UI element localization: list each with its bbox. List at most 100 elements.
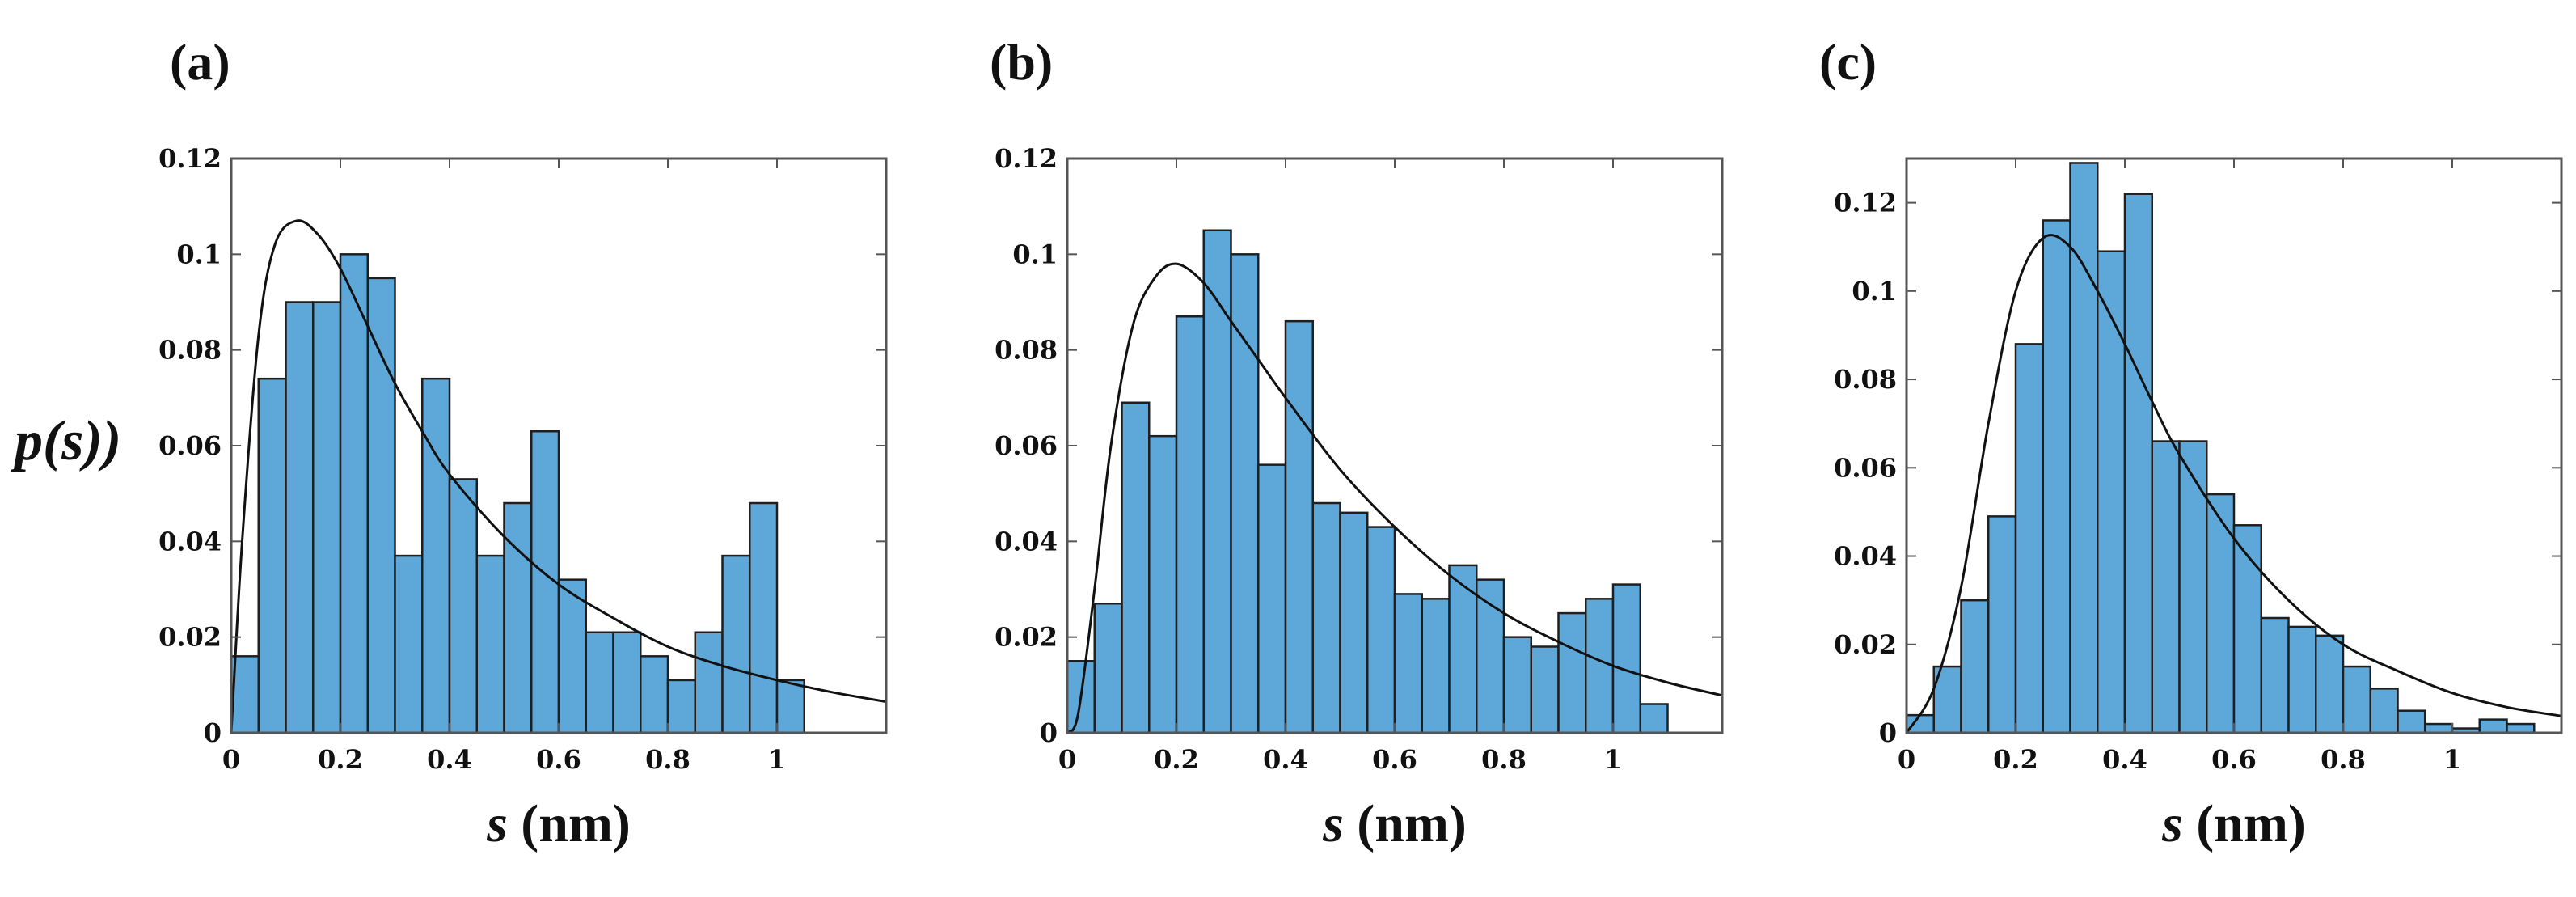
y-tick-label-a-0: 0: [204, 717, 222, 748]
bar-b-10: [1339, 511, 1369, 734]
panel-label-b: (b): [990, 33, 1053, 91]
bar-a-14: [612, 631, 642, 734]
bar-b-15: [1476, 578, 1505, 734]
bar-b-18: [1557, 611, 1587, 734]
y-tick-label-b-6: 0.12: [995, 143, 1058, 174]
panel-label-a: (a): [170, 33, 230, 91]
bar-b-11: [1366, 526, 1396, 734]
bar-b-13: [1421, 598, 1451, 734]
bar-b-21: [1639, 703, 1669, 734]
bar-b-1: [1093, 603, 1123, 734]
x-tick-label-a-4: 0.8: [645, 744, 690, 775]
bar-c-6: [2069, 162, 2099, 734]
x-axis-title-b: s (nm): [1322, 794, 1467, 853]
bar-a-15: [640, 655, 669, 734]
bar-c-19: [2424, 722, 2454, 734]
bar-b-19: [1585, 598, 1615, 734]
chart-panel-a: 0 0.2 0.4 0.6 0.8 1 0 0.02 0.04 0.06 0.08 0.1 0.12 (a…: [158, 33, 888, 853]
x-tick-label-b-4: 0.8: [1481, 744, 1527, 775]
fit-curve-a: [230, 219, 887, 734]
y-tick-label-b-2: 0.04: [995, 526, 1058, 556]
bar-b-4: [1175, 315, 1205, 734]
bar-c-1: [1932, 665, 1962, 734]
x-tick-label-a-5: 1: [768, 744, 786, 775]
bar-c-12: [2232, 524, 2262, 734]
bar-c-4: [2014, 343, 2044, 734]
y-tick-label-a-3: 0.06: [158, 430, 222, 461]
bar-b-9: [1311, 501, 1341, 734]
bar-b-5: [1202, 229, 1232, 734]
x-axis-title-var-c: s: [2161, 794, 2183, 853]
y-tick-label-a-5: 0.1: [176, 239, 222, 269]
x-tick-label-a-1: 0.2: [318, 744, 363, 775]
bar-b-8: [1284, 319, 1314, 734]
y-tick-label-a-6: 0.12: [158, 143, 222, 174]
bar-b-16: [1502, 636, 1532, 734]
x-tick-label-c-0: 0: [1898, 744, 1915, 775]
bar-a-5: [366, 277, 396, 734]
x-tick-label-b-3: 0.6: [1372, 744, 1417, 775]
y-tick-label-b-1: 0.02: [995, 622, 1058, 653]
x-axis-title-c: s (nm): [2161, 794, 2306, 853]
y-tick-label-a-2: 0.04: [158, 526, 222, 556]
y-tick-label-b-4: 0.08: [995, 335, 1058, 366]
bar-c-11: [2206, 493, 2236, 734]
bar-a-13: [585, 631, 614, 734]
bar-c-15: [2315, 634, 2345, 734]
y-tick-label-c-2: 0.04: [1834, 541, 1897, 572]
bar-c-2: [1960, 599, 1990, 734]
x-tick-label-b-0: 0: [1058, 744, 1076, 775]
y-tick-label-c-4: 0.08: [1834, 364, 1897, 395]
y-tick-label-c-0: 0: [1879, 717, 1897, 748]
chart-panel-c: 0 0.2 0.4 0.6 0.8 1 0 0.02 0.04 0.06 0.08 0.1 0.12 (c…: [1819, 33, 2563, 853]
y-tick-label-c-1: 0.02: [1834, 629, 1897, 660]
bar-c-7: [2097, 250, 2126, 734]
x-axis-title-unit-a: (nm): [508, 794, 631, 853]
x-tick-label-c-5: 1: [2443, 744, 2461, 775]
y-axis-label: p(s)): [11, 410, 121, 472]
bar-a-17: [694, 631, 724, 734]
bar-a-4: [339, 253, 369, 734]
y-tick-label-b-3: 0.06: [995, 430, 1058, 461]
bar-c-0: [1905, 713, 1935, 734]
y-tick-label-c-5: 0.1: [1852, 276, 1897, 307]
x-tick-label-b-1: 0.2: [1154, 744, 1199, 775]
bar-b-3: [1148, 434, 1178, 734]
y-tick-label-a-4: 0.08: [158, 335, 222, 366]
fit-curve-b: [1066, 262, 1723, 734]
bar-a-18: [721, 554, 751, 734]
bar-a-12: [557, 578, 587, 734]
x-tick-label-c-1: 0.2: [1993, 744, 2038, 775]
bar-a-7: [421, 377, 451, 734]
bar-a-3: [312, 301, 342, 734]
bar-c-14: [2287, 625, 2317, 734]
x-tick-label-c-3: 0.6: [2211, 744, 2257, 775]
y-tick-label-b-5: 0.1: [1012, 239, 1058, 269]
bar-a-2: [285, 301, 315, 734]
bar-b-7: [1257, 463, 1287, 734]
bar-a-6: [394, 554, 424, 734]
x-tick-label-b-2: 0.4: [1263, 744, 1308, 775]
x-axis-title-unit-c: (nm): [2183, 794, 2306, 853]
fit-curve-c: [1905, 234, 2562, 734]
bar-c-22: [2506, 722, 2536, 734]
bar-c-16: [2342, 665, 2371, 734]
chart-panel-b: 0 0.2 0.4 0.6 0.8 1 0 0.02 0.04 0.06 0.08 0.1 0.12 (b…: [990, 33, 1724, 853]
bar-c-10: [2178, 440, 2208, 734]
y-tick-label-c-3: 0.06: [1834, 452, 1897, 483]
bar-c-5: [2042, 219, 2071, 734]
bar-c-18: [2397, 709, 2426, 734]
bar-b-2: [1121, 401, 1151, 734]
bar-a-19: [749, 501, 779, 734]
x-axis-title-a: s (nm): [486, 794, 631, 853]
bar-b-0: [1066, 660, 1096, 734]
bar-a-8: [448, 478, 478, 734]
x-tick-label-b-5: 1: [1604, 744, 1622, 775]
x-tick-label-a-2: 0.4: [427, 744, 472, 775]
x-axis-title-var-b: s: [1322, 794, 1344, 853]
bar-c-8: [2123, 193, 2153, 734]
bar-c-17: [2369, 688, 2399, 734]
bar-b-20: [1611, 583, 1641, 734]
bar-b-14: [1448, 564, 1478, 734]
